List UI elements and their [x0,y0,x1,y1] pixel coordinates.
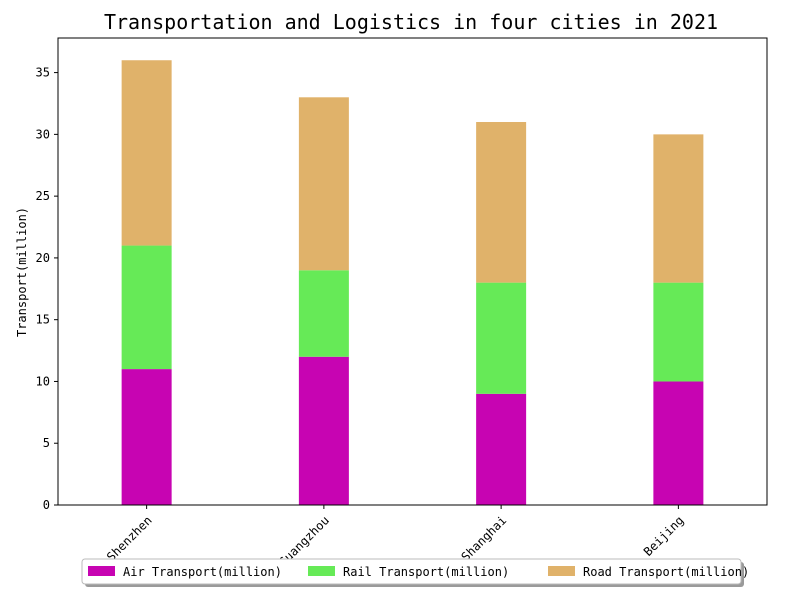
bar-beijing-series-1 [653,282,704,382]
y-tick-label: 0 [43,498,50,512]
x-tick-label: Shenzhen [104,513,155,564]
bar-shanghai-series-0 [476,393,527,505]
bar-beijing-series-2 [653,134,704,283]
bar-shenzhen-series-1 [121,245,172,370]
bar-guangzhou-series-0 [298,356,349,505]
bar-guangzhou-series-1 [298,270,349,357]
legend-label: Road Transport(million) [583,565,749,579]
legend-box [81,558,742,585]
bar-shanghai-series-1 [476,282,527,394]
bars-group [121,60,704,505]
legend-swatch [548,566,575,576]
x-tick-label: Shanghai [458,513,509,564]
y-axis-label: Transport(million) [15,207,29,337]
y-tick-label: 5 [43,436,50,450]
legend-label: Air Transport(million) [123,565,282,579]
legend: Air Transport(million) Rail Transport(mil… [81,558,749,587]
bar-guangzhou-series-2 [298,97,349,271]
bar-shenzhen-series-0 [121,369,172,505]
bar-shenzhen-series-2 [121,60,172,246]
plot-frame [57,37,768,506]
y-tick-label: 25 [36,189,50,203]
bar-beijing-series-0 [653,381,704,505]
chart-title: Transportation and Logistics in four cit… [104,10,718,34]
y-tick-label: 35 [36,66,50,80]
y-tick-label: 10 [36,374,50,388]
x-tick-label: Beijing [641,513,687,559]
legend-label: Rail Transport(million) [343,565,509,579]
legend-swatch [88,566,115,576]
y-tick-label: 15 [36,313,50,327]
y-tick-label: 20 [36,251,50,265]
y-axis-ticks: 0 5 10 15 20 25 30 35 [36,66,58,512]
y-tick-label: 30 [36,127,50,141]
bar-shanghai-series-2 [476,122,527,283]
legend-swatch [308,566,335,576]
